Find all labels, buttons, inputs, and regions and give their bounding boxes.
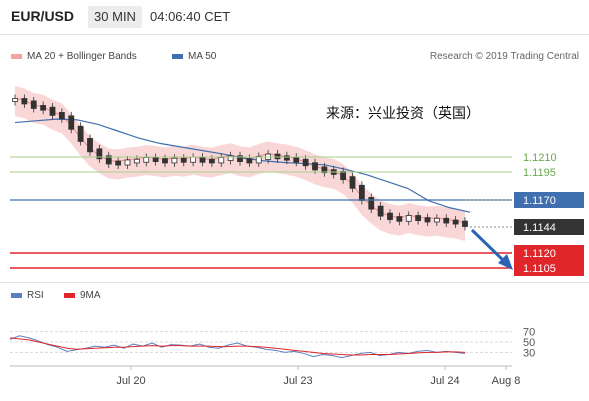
legend-ma50: MA 50 <box>172 51 216 62</box>
candle-body <box>246 158 253 164</box>
candle-body <box>40 105 47 111</box>
candle-body <box>68 115 75 130</box>
candle-body <box>96 148 103 160</box>
candle-body <box>433 217 440 223</box>
candle-body <box>58 111 65 120</box>
copyright-label: Research © 2019 Trading Central <box>429 51 579 62</box>
candle-body <box>396 216 403 222</box>
chart-header: EUR/USD 30 MIN 04:06:40 CET <box>0 0 589 35</box>
source-annotation: 来源：兴业投资（英国） <box>326 106 480 122</box>
candle-body <box>87 138 93 153</box>
legend-rsi-ma-label: 9MA <box>80 290 101 301</box>
forecast-arrow-head <box>498 254 513 270</box>
rsi-level-label: 50 <box>523 337 535 349</box>
forecast-arrow <box>470 228 507 264</box>
level-label: 1.1195 <box>523 167 556 179</box>
x-tick-label: Aug 8 <box>492 375 521 387</box>
candle-body <box>424 217 431 223</box>
timeframe-button[interactable]: 30 MIN <box>88 6 142 28</box>
level-label: 1.1120 <box>523 248 556 260</box>
candle-body <box>115 160 122 166</box>
candle-body <box>162 158 168 164</box>
candle-body <box>133 158 140 164</box>
candle-body <box>208 158 215 164</box>
rsi-ma-line <box>9 337 466 356</box>
candle-body <box>199 156 206 163</box>
candle-body <box>321 166 328 174</box>
candle-body <box>171 157 178 164</box>
candle-body <box>358 184 365 201</box>
x-tick-label: Jul 24 <box>430 375 459 387</box>
candle-body <box>293 156 300 163</box>
candle-body <box>452 219 459 225</box>
rsi-level-label: 70 <box>523 327 535 339</box>
legend-ma20: MA 20 + Bollinger Bands <box>11 51 137 62</box>
candle-body <box>218 157 225 164</box>
candle-body <box>415 215 422 221</box>
candle-body <box>143 157 150 163</box>
x-tick-label: Jul 23 <box>283 375 312 387</box>
legend-rsi-label: RSI <box>27 290 44 301</box>
candle-body <box>49 106 56 116</box>
candle-body <box>255 156 262 164</box>
candle-body <box>283 155 290 161</box>
legend-ma50-label: MA 50 <box>188 51 217 62</box>
candle-body <box>368 197 375 210</box>
rsi-swatch-icon <box>11 292 22 298</box>
rsi-ma-swatch-icon <box>64 292 75 298</box>
x-tick-label: Jul 20 <box>116 375 145 387</box>
level-label: 1.1210 <box>523 152 557 164</box>
candle-body <box>274 153 281 160</box>
candle-body <box>21 98 28 105</box>
candle-body <box>405 215 412 222</box>
candle-body <box>152 157 159 162</box>
candle-body <box>349 176 356 189</box>
level-tag <box>514 219 584 235</box>
candle-body <box>377 205 384 217</box>
candle-body <box>180 157 187 163</box>
level-label: 1.1144 <box>523 222 556 234</box>
legend-ma20-label: MA 20 + Bollinger Bands <box>27 51 137 62</box>
legend-rsi: RSI <box>11 290 44 301</box>
level-tag <box>514 260 584 276</box>
candle-body <box>77 125 84 142</box>
level-label: 1.1170 <box>523 195 556 207</box>
candle-body <box>302 158 309 167</box>
candle-body <box>30 100 37 109</box>
candle-body <box>443 217 450 224</box>
timestamp-label: 04:06:40 CET <box>150 9 231 24</box>
candle-body <box>12 98 18 102</box>
candle-body <box>462 220 468 227</box>
rsi-level-label: 30 <box>523 347 535 359</box>
ma20-swatch-icon <box>11 53 22 59</box>
symbol-label: EUR/USD <box>11 8 75 24</box>
level-tag <box>514 245 584 261</box>
pane-divider <box>0 282 589 283</box>
candle-body <box>387 212 393 220</box>
candle-body <box>237 155 243 162</box>
level-tag <box>514 192 584 208</box>
legend-rsi-ma: 9MA <box>64 290 101 301</box>
candle-body <box>190 156 197 163</box>
level-label: 1.1105 <box>523 263 556 275</box>
candle-body <box>124 159 131 166</box>
ma50-swatch-icon <box>172 53 183 59</box>
candle-body <box>105 155 112 165</box>
candle-body <box>227 155 234 161</box>
candle-body <box>312 162 318 171</box>
candle-body <box>340 171 347 181</box>
